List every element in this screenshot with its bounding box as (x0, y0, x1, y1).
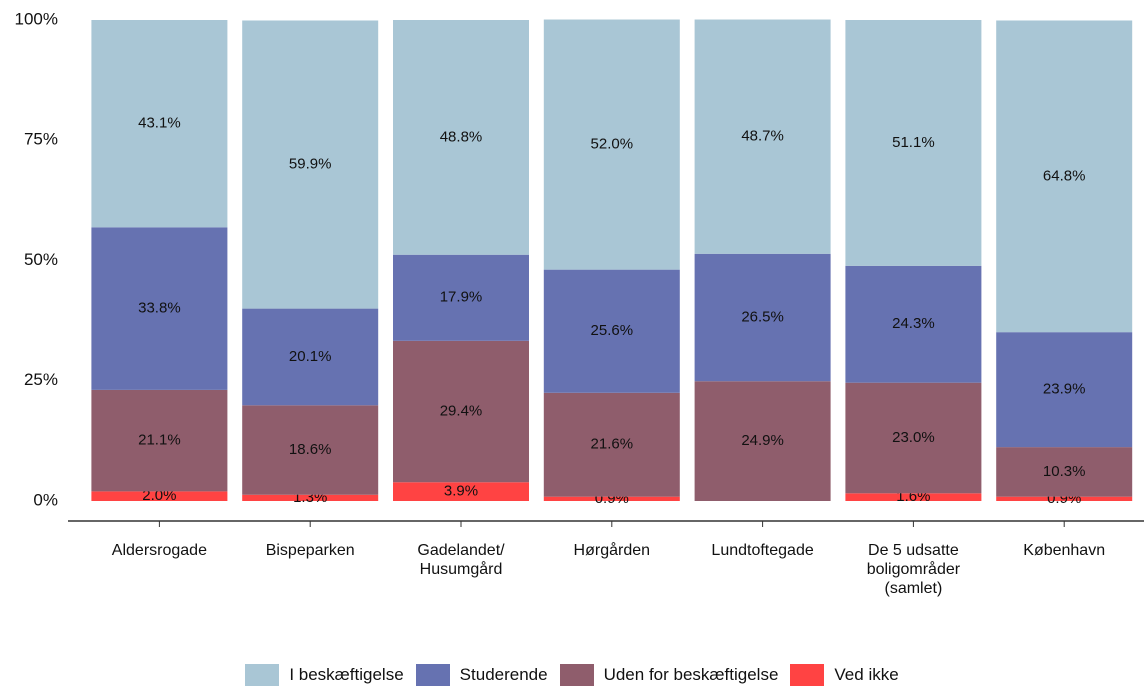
bar-segment (393, 254, 529, 341)
data-label: 59.9% (289, 156, 332, 173)
legend-item: I beskæftigelse (245, 664, 404, 686)
x-tick-label: Gadelandet/ Husumgård (417, 542, 505, 578)
bar-segment (543, 19, 680, 270)
data-label: 18.6% (289, 441, 332, 458)
data-label: 43.1% (138, 115, 181, 132)
bar-segment (694, 381, 831, 501)
data-label: 21.6% (591, 436, 634, 453)
y-tick-label: 0% (33, 490, 58, 509)
data-label: 48.8% (440, 128, 483, 145)
bar-segment (845, 493, 982, 501)
bar-segment (393, 20, 529, 255)
x-tick-label: Hørgården (573, 542, 651, 559)
bar-segment (91, 20, 228, 228)
bar-segment (393, 340, 529, 483)
data-label: 26.5% (741, 308, 784, 325)
legend-label: Studerende (459, 665, 548, 684)
data-label: 10.3% (1043, 463, 1086, 480)
bar-segment (543, 392, 680, 497)
x-tick-label: Aldersrogade (111, 542, 207, 559)
data-label: 48.7% (741, 128, 784, 145)
y-tick-label: 50% (24, 250, 58, 269)
chart: 0%25%50%75%100%2.0%21.1%33.8%43.1%1.3%18… (15, 9, 1144, 527)
data-label: 20.1% (289, 348, 332, 365)
bar-segment (91, 389, 228, 492)
data-label: 29.4% (440, 403, 483, 420)
bar-segment (242, 405, 379, 495)
y-tick-label: 25% (24, 370, 58, 389)
legend-label: I beskæftigelse (289, 665, 404, 684)
data-label: 64.8% (1043, 167, 1086, 184)
data-label: 25.6% (591, 322, 634, 339)
x-tick-label: De 5 udsatte boligområder (samlet) (866, 542, 961, 597)
bar-segment (543, 496, 680, 501)
data-label: 23.0% (892, 429, 935, 446)
bar-segment (845, 382, 982, 494)
legend-item: Ved ikke (790, 664, 899, 686)
legend-item: Studerende (415, 664, 548, 686)
x-tick-label: Bispeparken (265, 542, 355, 559)
bar-segment (91, 491, 228, 501)
bar-segment (242, 308, 379, 406)
x-tick-label: København (1023, 542, 1106, 559)
bar-segment (393, 482, 529, 501)
x-tick-label: Lundtoftegade (711, 542, 814, 559)
legend-label: Uden for beskæftigelse (603, 665, 779, 684)
y-tick-label: 100% (15, 9, 58, 28)
y-tick-label: 75% (24, 130, 58, 149)
bar-segment (845, 265, 982, 383)
bar-segment (996, 332, 1133, 448)
legend-swatch (790, 664, 825, 686)
data-label: 24.9% (741, 432, 784, 449)
data-label: 33.8% (138, 300, 181, 317)
bar-segment (996, 496, 1133, 501)
legend-swatch (415, 664, 450, 686)
data-label: 51.1% (892, 134, 935, 151)
data-label: 24.3% (892, 315, 935, 332)
data-label: 3.9% (444, 483, 478, 500)
bar-segment (242, 20, 379, 309)
bar-segment (91, 227, 228, 390)
data-label: 52.0% (591, 136, 634, 153)
bar-segment (694, 19, 831, 254)
legend-swatch (559, 664, 594, 686)
data-label: 23.9% (1043, 381, 1086, 398)
bar-segment (996, 447, 1133, 497)
bar-segment (242, 494, 379, 501)
data-label: 17.9% (440, 289, 483, 306)
bar-segment (543, 269, 680, 393)
data-label: 21.1% (138, 432, 181, 449)
bar-segment (996, 20, 1133, 333)
legend-label: Ved ikke (834, 665, 899, 684)
data-label: 2.0% (142, 487, 176, 504)
bar-segment (845, 20, 982, 266)
legend: I beskæftigelse Studerende Uden for beskæf… (0, 664, 1144, 686)
bar-segment (694, 253, 831, 382)
legend-swatch (245, 664, 280, 686)
legend-item: Uden for beskæftigelse (559, 664, 779, 686)
